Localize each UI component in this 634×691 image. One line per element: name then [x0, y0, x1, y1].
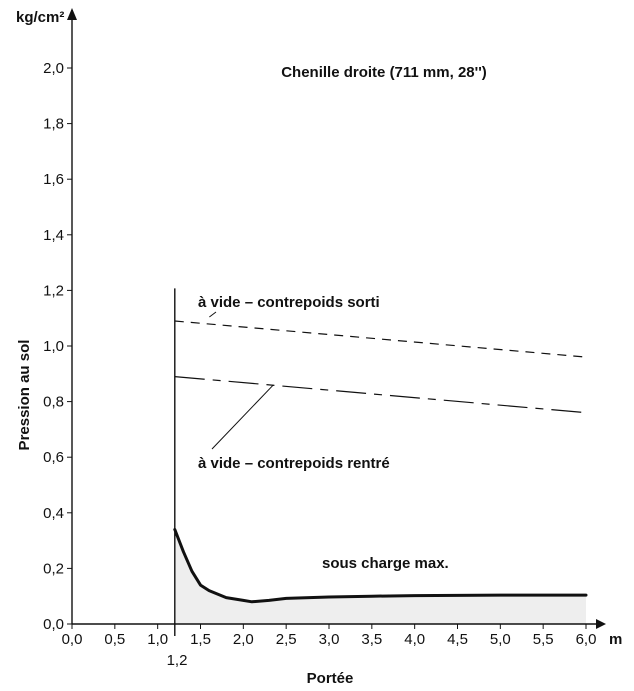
y-tick-label: 1,8: [43, 116, 64, 133]
x-tick-label: 1,0: [147, 631, 168, 648]
area-layer: [174, 529, 587, 624]
annotation-rentre: à vide – contrepoids rentré: [198, 455, 390, 472]
leader-line-rentre: [211, 384, 274, 450]
tick-layer: 0,0 0,2 0,4 0,6 0,8 1,0 1,2 1,4 1,6 1,8 2,0 0,0 0,5 1…: [43, 60, 596, 648]
x-tick-label: 4,5: [447, 631, 468, 648]
series-line-sorti: [174, 320, 587, 358]
x-tick-label: 4,0: [404, 631, 425, 648]
x-axis-title: Portée: [307, 670, 354, 687]
y-axis-title: Pression au sol: [16, 340, 33, 451]
y-tick-label: 0,2: [43, 560, 64, 577]
x-tick-label: 3,0: [319, 631, 340, 648]
y-tick-label: 0,6: [43, 449, 64, 466]
chart-title: Chenille droite (711 mm, 28''): [281, 64, 487, 81]
x-tick-label: 2,0: [233, 631, 254, 648]
series-layer: [173, 311, 588, 604]
y-axis-arrow: [67, 8, 77, 20]
y-tick-label: 0,8: [43, 394, 64, 411]
y-tick-label: 0,0: [43, 616, 64, 633]
x-tick-label: 0,5: [104, 631, 125, 648]
series-area-charge: [174, 529, 587, 624]
x-unit-label: m: [609, 631, 622, 648]
x-tick-label: 5,0: [490, 631, 511, 648]
y-tick-label: 2,0: [43, 60, 64, 77]
x-tick-label: 1,5: [190, 631, 211, 648]
x-tick-label: 6,0: [576, 631, 597, 648]
series-line-rentre: [174, 376, 587, 414]
annotation-charge: sous charge max.: [322, 555, 449, 572]
y-tick-label: 1,2: [43, 282, 64, 299]
x-tick-label: 5,5: [533, 631, 554, 648]
x-tick-label: 2,5: [276, 631, 297, 648]
series-line-charge: [173, 528, 588, 604]
annotation-sorti: à vide – contrepoids sorti: [198, 294, 380, 311]
y-tick-label: 1,0: [43, 338, 64, 355]
y-tick-label: 0,4: [43, 505, 64, 522]
y-tick-label: 1,4: [43, 227, 64, 244]
leader-line-sorti: [209, 311, 217, 318]
marker-label: 1,2: [167, 652, 188, 669]
y-unit-label: kg/cm²: [16, 9, 64, 26]
axis-layer: [67, 8, 606, 636]
x-axis-arrow: [596, 619, 606, 629]
x-tick-label: 3,5: [361, 631, 382, 648]
x-tick-label: 0,0: [62, 631, 83, 648]
y-tick-label: 1,6: [43, 171, 64, 188]
